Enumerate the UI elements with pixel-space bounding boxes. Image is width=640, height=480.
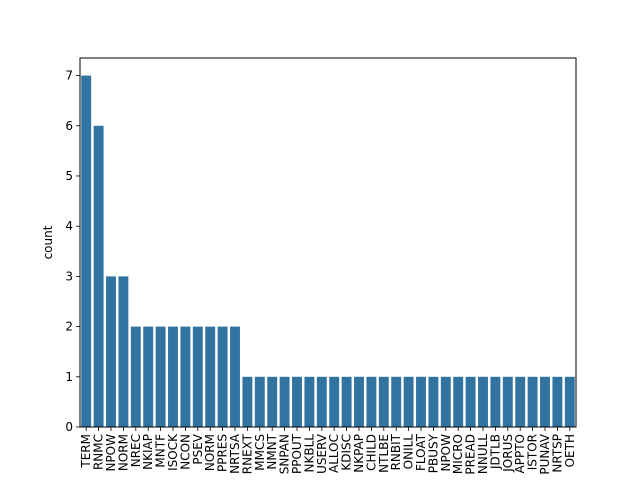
- y-tick-label: 3: [65, 269, 73, 283]
- bar: [106, 276, 116, 427]
- bar: [478, 376, 488, 427]
- x-tick-label: NPOW: [104, 434, 118, 472]
- x-tick-label: RNMC: [92, 434, 106, 470]
- y-axis-label: count: [41, 225, 55, 259]
- x-tick-label: ONILL: [402, 434, 416, 470]
- bar: [205, 326, 216, 427]
- bar: [254, 376, 265, 427]
- bar: [242, 376, 253, 427]
- x-tick-label: PUNAV: [538, 433, 552, 474]
- x-tick-label: OETH: [563, 434, 577, 467]
- bar: [341, 376, 352, 427]
- x-tick-label: NTLBE: [377, 434, 391, 473]
- bar: [267, 376, 278, 427]
- x-tick-label: USERV: [315, 433, 329, 474]
- bar: [329, 376, 340, 427]
- x-tick-label: NNULL: [476, 434, 490, 474]
- x-tick-label: APPTO: [513, 434, 527, 473]
- bar: [180, 326, 191, 427]
- bar: [93, 125, 104, 427]
- bar: [465, 376, 476, 427]
- y-tick-label: 0: [65, 420, 73, 434]
- bar: [366, 376, 377, 427]
- bar: [453, 376, 464, 427]
- y-tick-label: 1: [65, 370, 73, 384]
- x-tick-label: RNBIT: [389, 433, 403, 470]
- y-tick-label: 6: [65, 119, 73, 133]
- x-tick-label: TERM: [79, 434, 93, 469]
- bar: [143, 326, 154, 427]
- x-tick-label: NORM: [116, 434, 130, 471]
- bar: [540, 376, 550, 427]
- bar: [378, 376, 389, 427]
- bar: [416, 376, 426, 427]
- bar: [155, 326, 166, 427]
- bar: [428, 376, 439, 427]
- bar: [552, 376, 563, 427]
- bar: [168, 326, 178, 427]
- x-tick-label: JDTLB: [488, 434, 502, 470]
- bar: [515, 376, 526, 427]
- x-tick-label: NRTSA: [228, 433, 242, 474]
- x-tick-label: MICRO: [451, 434, 465, 474]
- x-tick-label: ISTOR: [526, 434, 540, 470]
- bar: [391, 376, 402, 427]
- x-tick-label: NKPAP: [352, 434, 366, 473]
- x-tick-label: NPOW: [439, 434, 453, 472]
- bar: [279, 376, 290, 427]
- x-tick-label: NKBLL: [302, 434, 316, 473]
- bar: [118, 276, 129, 427]
- x-axis: TERMRNMCNPOWNORMNRECNKIAPMNTFISOCKNCONPS…: [79, 427, 577, 475]
- x-tick-label: MMCS: [253, 434, 267, 471]
- bar: [230, 326, 240, 427]
- y-tick-label: 4: [65, 219, 73, 233]
- bar: [564, 376, 575, 427]
- x-tick-label: PREAD: [464, 434, 478, 475]
- y-tick-label: 7: [65, 69, 73, 83]
- x-tick-label: PPRES: [216, 434, 230, 472]
- bar: [527, 376, 538, 427]
- bar: [490, 376, 501, 427]
- bar: [354, 376, 364, 427]
- x-tick-label: NREC: [129, 434, 143, 467]
- bar: [292, 376, 302, 427]
- bar: [502, 376, 513, 427]
- x-tick-label: FLOAT: [414, 433, 428, 471]
- y-tick-label: 2: [65, 320, 73, 334]
- bar: [192, 326, 203, 427]
- x-tick-label: CHILD: [364, 434, 378, 471]
- x-tick-label: KDISC: [340, 434, 354, 471]
- y-tick-label: 5: [65, 169, 73, 183]
- x-tick-label: NRTSP: [550, 434, 564, 473]
- bar: [304, 376, 315, 427]
- plot-frame: [79, 57, 577, 428]
- x-tick-label: NMNT: [265, 433, 279, 469]
- bar: [217, 326, 228, 427]
- x-tick-label: PBUSY: [426, 433, 440, 473]
- bar: [130, 326, 141, 427]
- bars-group: [81, 75, 575, 427]
- x-tick-label: RNEXT: [240, 433, 254, 474]
- x-tick-label: ALLOC: [327, 434, 341, 473]
- x-tick-label: MNTF: [154, 434, 168, 468]
- bar: [81, 75, 92, 427]
- x-tick-label: JORUS: [501, 434, 515, 473]
- x-tick-label: PSEV: [191, 433, 205, 464]
- bar: [403, 376, 414, 427]
- bar: [440, 376, 451, 427]
- x-tick-label: NKIAP: [141, 434, 155, 470]
- x-tick-label: PPOUT: [290, 433, 304, 474]
- x-tick-label: ISOCK: [166, 433, 180, 471]
- y-axis: 0 1 2 3 4 5 6 7: [65, 69, 80, 434]
- x-tick-label: NORM: [203, 434, 217, 471]
- x-tick-label: NCON: [178, 434, 192, 470]
- x-tick-label: SNPAN: [278, 434, 292, 474]
- bar: [316, 376, 327, 427]
